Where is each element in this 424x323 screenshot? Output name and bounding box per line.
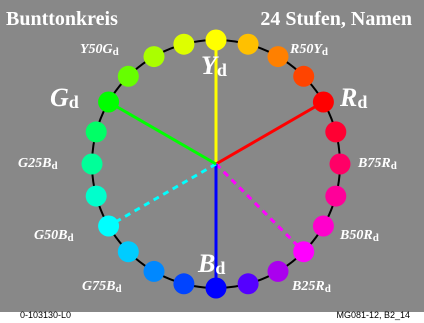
label-B75Rd: B75Rd [357,156,397,172]
hue-dot-b [205,277,227,299]
hue-dot-b-v1 [237,273,259,295]
hue-dot-r-m2 [329,153,351,175]
spoke-cyan [107,162,217,228]
hue-dot-g-y1 [143,46,165,68]
spoke-magenta [214,162,305,253]
hue-dot-r50y [267,46,289,68]
hue-dot-b50r [293,241,315,263]
title-left: Bunttonkreis [6,8,118,30]
label-Gd: Gd [50,83,79,112]
spokes [107,40,325,288]
hue-dot-g-y2 [173,33,195,55]
hue-dot-g25b [81,153,103,175]
label-B25Rd: B25Rd [291,279,331,295]
hue-dot-g-c1 [85,185,107,207]
title-right: 24 Stufen, Namen [260,8,412,30]
hue-labels: Yd Rd Gd Bd Y50Gd R50Yd G25Bd B75Rd G50Bd B50Rd G7… [18,42,397,295]
spoke-green [107,100,217,166]
hue-dot-r-m1 [325,121,347,143]
hue-circle-diagram: Yd Rd Gd Bd Y50Gd R50Yd G25Bd B75Rd G50Bd B50Rd G7… [18,29,397,299]
label-G75Bd: G75Bd [82,279,122,295]
hue-dot-b-c1 [173,273,195,295]
label-G25Bd: G25Bd [18,156,58,172]
spoke-red [215,100,325,166]
footer-left-code: 0-103130-L0 [20,310,72,320]
label-G50Bd: G50Bd [34,228,74,244]
gray-background-panel [0,0,424,312]
label-B50Rd: B50Rd [339,228,379,244]
hue-dot-g75b [143,260,165,282]
hue-dot-y [205,29,227,51]
hue-dot-g [98,91,120,113]
hue-dot-y50g [117,65,139,87]
hue-dot-b25r [267,260,289,282]
label-Bd: Bd [197,249,225,278]
hue-dot-r-o1 [293,65,315,87]
label-Rd: Rd [339,83,367,112]
hue-dot-y-o1 [237,33,259,55]
hue-dots [81,29,351,299]
hue-dot-r [312,91,334,113]
label-Yd: Yd [201,51,227,80]
hue-dot-g-c2 [85,121,107,143]
hue-dot-b75r [325,185,347,207]
label-Y50Gd: Y50Gd [80,42,119,58]
hue-dot-g50b [98,215,120,237]
footer-right-code: MG081-12, B2_14 [336,310,410,320]
hue-dot-b-c2 [117,241,139,263]
label-R50Yd: R50Yd [289,42,328,58]
hue-dot-r-m3 [312,215,334,237]
